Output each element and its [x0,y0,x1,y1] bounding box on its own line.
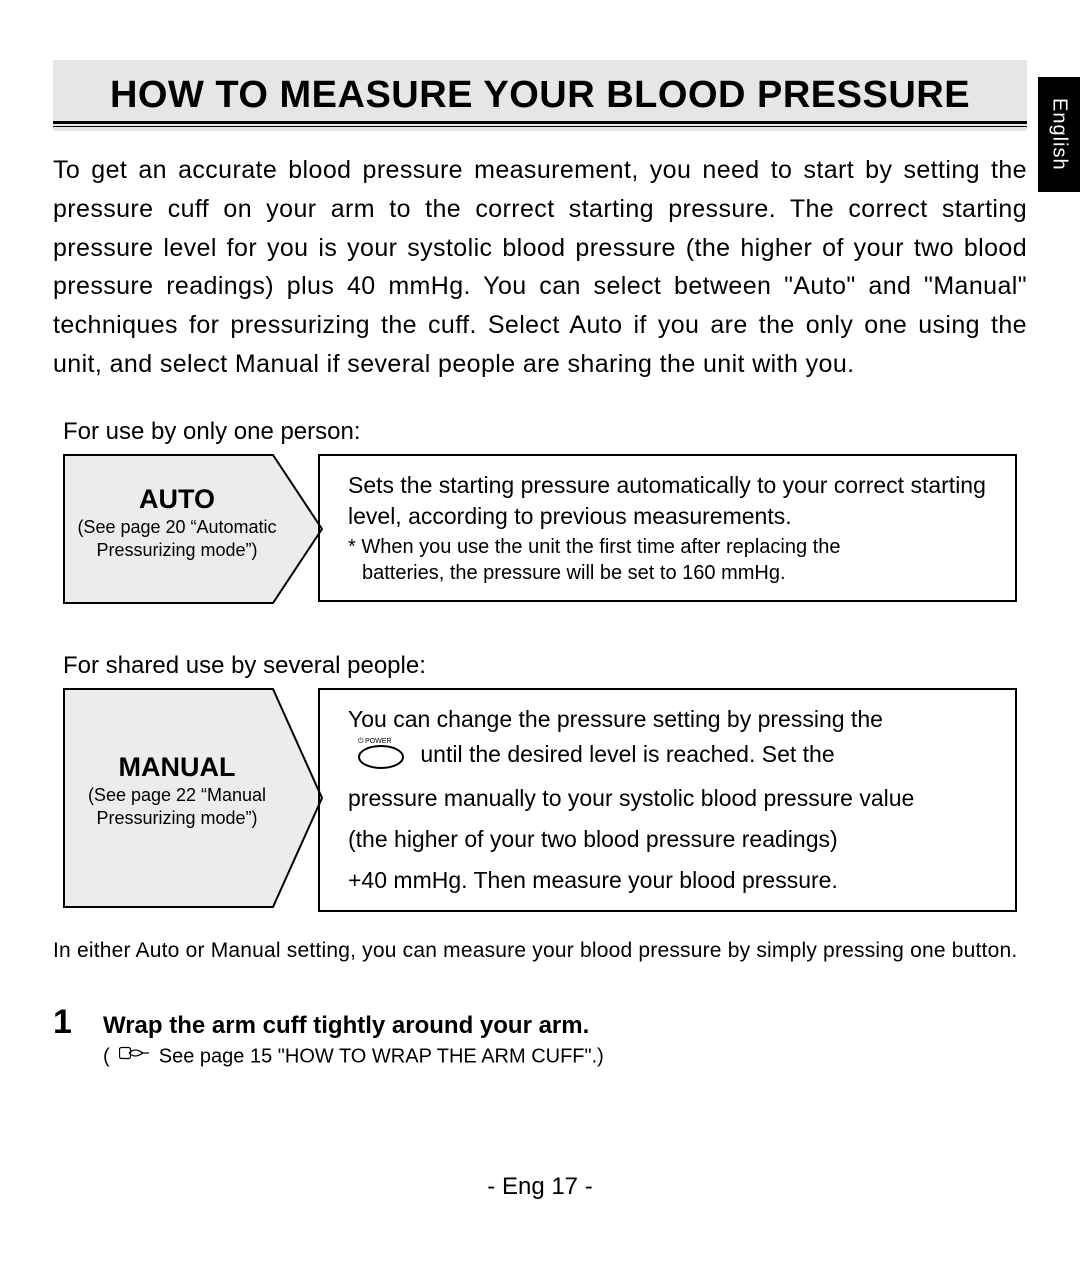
auto-arrow-content: AUTO (See page 20 “Automatic Pressurizin… [63,454,323,562]
auto-note-line1: * When you use the unit the first time a… [348,536,840,558]
auto-note-line2: batteries, the pressure will be set to 1… [348,560,995,586]
auto-label: For use by only one person: [53,418,1027,446]
manual-row: MANUAL (See page 22 “Manual Pressurizing… [63,688,1017,912]
step-1: 1 Wrap the arm cuff tightly around your … [53,1003,1027,1070]
title-block: HOW TO MEASURE YOUR BLOOD PRESSURE [53,60,1027,131]
manual-label: For shared use by several people: [53,652,1027,680]
power-label-text: POWER [365,738,391,745]
step-number: 1 [53,1003,103,1042]
auto-desc-box: Sets the starting pressure automatically… [318,454,1017,602]
manual-desc-1a: You can change the pressure setting by p… [348,706,883,732]
auto-desc: Sets the starting pressure automatically… [348,470,995,532]
manual-desc-line2: pressure manually to your systolic blood… [348,783,995,814]
auto-title: AUTO [71,484,283,515]
step-body: Wrap the arm cuff tightly around your ar… [103,1012,1027,1070]
manual-desc-line3: (the higher of your two blood pressure r… [348,824,995,855]
bottom-note: In either Auto or Manual setting, you ca… [53,936,1027,965]
power-button-icon: ⏻ POWER [352,735,410,777]
manual-arrow-content: MANUAL (See page 22 “Manual Pressurizing… [63,688,323,830]
auto-row: AUTO (See page 20 “Automatic Pressurizin… [63,454,1017,602]
manual-page: English HOW TO MEASURE YOUR BLOOD PRESSU… [0,0,1080,1281]
auto-arrow-box: AUTO (See page 20 “Automatic Pressurizin… [63,454,323,604]
language-tab: English [1038,77,1080,192]
manual-sub1: (See page 22 “Manual [71,785,283,807]
page-title: HOW TO MEASURE YOUR BLOOD PRESSURE [53,68,1027,124]
title-underline [53,126,1027,127]
manual-title: MANUAL [71,752,283,783]
pointer-icon [119,1044,149,1068]
auto-sub2: Pressurizing mode”) [71,540,283,562]
step-sub-prefix: ( [103,1046,115,1068]
manual-desc-box: You can change the pressure setting by p… [318,688,1017,912]
auto-note: * When you use the unit the first time a… [348,534,995,586]
manual-arrow-box: MANUAL (See page 22 “Manual Pressurizing… [63,688,323,908]
power-symbol: ⏻ [358,737,364,745]
manual-desc-line4: +40 mmHg. Then measure your blood pressu… [348,865,995,896]
manual-desc-1b: until the desired level is reached. Set … [420,741,834,767]
manual-desc-line1: You can change the pressure setting by p… [348,704,995,777]
step-sub: ( See page 15 "HOW TO WRAP THE ARM CUFF"… [103,1044,1027,1070]
step-sub-text: See page 15 "HOW TO WRAP THE ARM CUFF".) [159,1046,604,1068]
page-number: - Eng 17 - [0,1173,1080,1201]
auto-sub1: (See page 20 “Automatic [71,517,283,539]
step-title: Wrap the arm cuff tightly around your ar… [103,1012,1027,1040]
manual-sub2: Pressurizing mode”) [71,808,283,830]
intro-paragraph: To get an accurate blood pressure measur… [53,151,1027,384]
